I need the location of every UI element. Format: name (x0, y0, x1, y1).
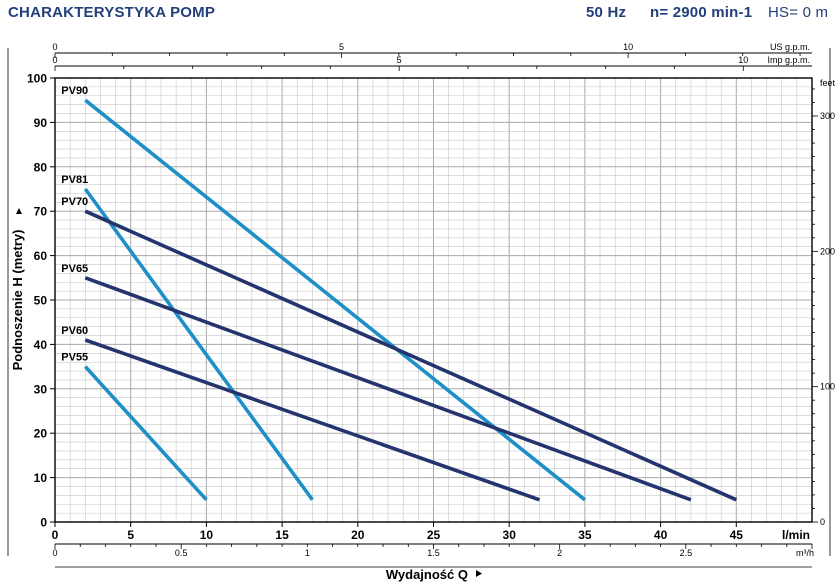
y-tick-label: 70 (34, 205, 48, 219)
chart-title: CHARAKTERYSTYKA POMP (8, 4, 216, 21)
x-tick-label: 10 (200, 528, 214, 542)
speed-label: n= 2900 min-1 (650, 4, 753, 21)
y-axis-label: Podnoszenie H (metry) (10, 230, 25, 371)
x-tick-label: 25 (427, 528, 441, 542)
series-label-pv90: PV90 (61, 85, 88, 97)
m3h-tick-label: 2.5 (680, 548, 693, 558)
y-tick-label: 90 (34, 116, 48, 130)
chart-series: PV90 PV81 PV70 PV65 PV60 PV55 (61, 85, 738, 502)
x-tick-label: 20 (351, 528, 365, 542)
series-line-pv81 (83, 187, 314, 501)
y-tick-label: 30 (34, 382, 48, 396)
chart-axes (7, 48, 831, 577)
series-label-pv55: PV55 (61, 352, 88, 364)
series-label-pv81: PV81 (61, 174, 88, 186)
usgpm-tick-label: 0 (52, 42, 57, 52)
series-line-pv55 (83, 365, 208, 502)
impgpm-unit-label: Imp g.p.m. (767, 55, 810, 65)
y-tick-label: 20 (34, 427, 48, 441)
suction-height-label: HS= 0 m (768, 4, 829, 21)
feet-tick-label: 100 (820, 382, 835, 392)
usgpm-tick-label: 5 (339, 42, 344, 52)
series-line-pv60 (84, 338, 541, 502)
m3h-tick-label: 0.5 (175, 548, 188, 558)
x-tick-label: 0 (52, 528, 59, 542)
x-tick-label: 5 (127, 528, 134, 542)
series-label-pv65: PV65 (61, 263, 88, 275)
impgpm-tick-label: 0 (52, 55, 57, 65)
feet-tick-label: 300 (820, 111, 835, 121)
feet-tick-label: 0 (820, 517, 825, 527)
m3h-unit-label: m³/h (796, 548, 814, 558)
x-tick-label: 30 (503, 528, 517, 542)
y-tick-label: 40 (34, 338, 48, 352)
m3h-tick-label: 2 (557, 548, 562, 558)
series-line-pv65 (84, 276, 692, 502)
impgpm-tick-label: 5 (397, 55, 402, 65)
y-tick-label: 10 (34, 471, 48, 485)
y-tick-label: 50 (34, 294, 48, 308)
series-label-pv70: PV70 (61, 196, 88, 208)
y-tick-label: 0 (40, 516, 47, 530)
series-line-pv90 (84, 98, 587, 502)
usgpm-unit-label: US g.p.m. (770, 42, 810, 52)
x-tick-label: 15 (275, 528, 289, 542)
x-tick-label: 40 (654, 528, 668, 542)
x-unit-label: l/min (782, 528, 810, 542)
series-label-pv60: PV60 (61, 325, 88, 337)
feet-tick-label: 200 (820, 246, 835, 256)
x-axis-label: Wydajność Q (386, 567, 468, 582)
impgpm-tick-label: 10 (738, 55, 748, 65)
frequency-label: 50 Hz (586, 4, 627, 21)
x-tick-label: 45 (730, 528, 744, 542)
m3h-tick-label: 1 (305, 548, 310, 558)
m3h-tick-label: 1.5 (427, 548, 440, 558)
m3h-tick-label: 0 (52, 548, 57, 558)
y-tick-label: 100 (27, 72, 47, 86)
y-tick-label: 60 (34, 249, 48, 263)
chart-grid (54, 77, 813, 523)
y-axis-arrow-icon (16, 208, 22, 214)
feet-unit-label: feet (820, 78, 836, 88)
series-line-pv70 (84, 209, 738, 502)
x-axis-arrow-icon (476, 570, 482, 577)
y-tick-label: 80 (34, 160, 48, 174)
x-tick-label: 35 (578, 528, 592, 542)
usgpm-tick-label: 10 (623, 42, 633, 52)
